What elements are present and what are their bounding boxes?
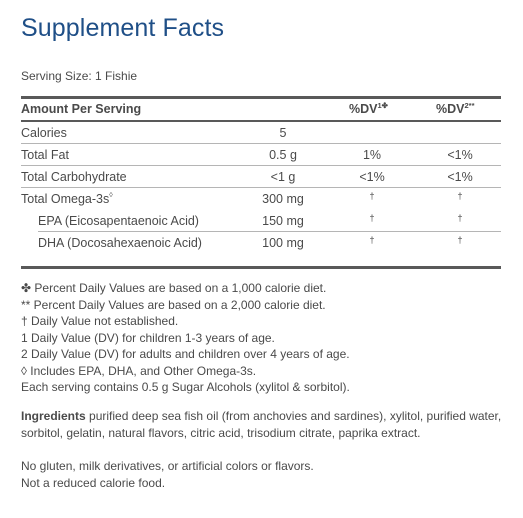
footnote-sugar-alcohols: Each serving contains 0.5 g Sugar Alcoho… [21,380,350,394]
nutrient-name: Total Fat [21,148,69,162]
footnote-dagger: † Daily Value not established. [21,314,179,328]
calorie-statement: Not a reduced calorie food. [21,475,166,490]
header-top-rule [21,96,501,99]
nutrient-row-total-omega-3s: Total Omega-3s◊ 300 mg † † [21,188,501,210]
header-bottom-rule [21,120,501,122]
nutrient-dv1: † [369,235,375,245]
footnote-dv1: ✤ Percent Daily Values are based on a 1,… [21,281,327,295]
nutrient-row-epa: EPA (Eicosapentaenoic Acid) 150 mg † † [21,210,501,232]
dv1-header: %DV1✤ [349,101,388,116]
nutrient-dv1: † [369,213,375,223]
nutrient-name: Calories [21,126,67,140]
nutrient-dv1: 1% [362,148,382,162]
dv2-header: %DV2** [436,101,475,116]
footnotes: ✤ Percent Daily Values are based on a 1,… [21,280,350,396]
nutrient-row-total-carbohydrate: Total Carbohydrate <1 g <1% <1% [21,166,501,188]
nutrient-amount: 100 mg [262,236,304,250]
nutrient-row-calories: Calories 5 [21,122,501,144]
additional-statements: No gluten, milk derivatives, or artifici… [21,458,314,491]
nutrient-dv2: † [457,191,463,201]
nutrient-dv2: † [457,235,463,245]
nutrient-dv2: † [457,213,463,223]
nutrient-name: DHA (Docosahexaenoic Acid) [38,236,202,250]
footnote-adults: 2 Daily Value (DV) for adults and childr… [21,347,350,361]
ingredients-text: purified deep sea fish oil (from anchovi… [21,409,502,440]
footnote-dv2: ** Percent Daily Values are based on a 2… [21,297,326,312]
nutrient-amount: <1 g [270,170,296,184]
nutrient-name: Total Omega-3s◊ [21,192,113,206]
allergen-statement: No gluten, milk derivatives, or artifici… [21,459,314,473]
table-bottom-rule [21,266,501,269]
nutrient-dv2: <1% [447,170,473,184]
nutrient-amount: 5 [279,126,287,140]
nutrient-dv2: <1% [447,148,473,162]
page-title: Supplement Facts [21,14,225,42]
serving-size: Serving Size: 1 Fishie [21,69,138,83]
omega-includes-mark: ◊ [109,192,113,199]
nutrient-amount: 0.5 g [269,148,297,162]
row-divider [21,143,501,144]
amount-per-serving-header: Amount Per Serving [21,102,142,116]
footnote-omega: ◊ Includes EPA, DHA, and Other Omega-3s. [21,363,257,378]
nutrient-name: Total Carbohydrate [21,170,127,184]
nutrient-dv1: † [369,191,375,201]
ingredients-section: Ingredients purified deep sea fish oil (… [21,408,513,441]
nutrient-row-dha: DHA (Docosahexaenoic Acid) 100 mg † † [21,232,501,254]
ingredients-label: Ingredients [21,409,86,423]
nutrient-row-total-fat: Total Fat 0.5 g 1% <1% [21,144,501,166]
nutrient-name: EPA (Eicosapentaenoic Acid) [38,214,199,228]
row-divider [21,165,501,166]
row-divider [38,231,501,232]
nutrient-dv1: <1% [359,170,385,184]
row-divider [21,187,501,188]
nutrient-amount: 150 mg [262,214,304,228]
footnote-children: 1 Daily Value (DV) for children 1-3 year… [21,330,275,345]
nutrient-amount: 300 mg [262,192,304,206]
